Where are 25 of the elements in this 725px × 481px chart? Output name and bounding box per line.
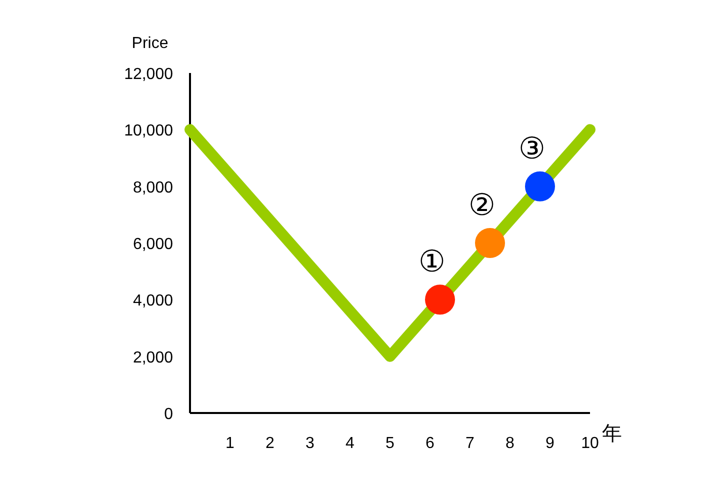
x-tick-label: 4 [346, 435, 355, 452]
x-tick-label: 5 [386, 435, 395, 452]
y-axis-title: Price [132, 35, 168, 52]
x-tick-label: 6 [426, 435, 435, 452]
y-tick-label: 4,000 [132, 292, 174, 310]
x-tick-label: 8 [506, 435, 515, 452]
point [425, 284, 455, 315]
point [475, 228, 505, 258]
annotation: ② [468, 188, 496, 223]
y-tick-label: 0 [164, 406, 174, 423]
y-tick-label: 2,000 [132, 349, 174, 366]
annotation: ① [418, 244, 446, 280]
annotation: ③ [518, 131, 546, 166]
y-tick-label: 12,000 [124, 66, 174, 83]
x-axis-title: 年 [602, 423, 622, 445]
x-tick-label: 10 [581, 435, 599, 452]
y-tick-label: 6,000 [132, 236, 174, 253]
y-tick-label: 8,000 [132, 179, 174, 196]
x-tick-label: 3 [306, 435, 315, 452]
x-tick-label: 9 [546, 435, 555, 452]
y-tick-label: 10,000 [124, 122, 174, 140]
x-tick-label: 7 [466, 435, 475, 452]
x-tick-label: 2 [266, 435, 275, 452]
point [525, 171, 555, 202]
x-tick-label: 1 [226, 435, 235, 452]
